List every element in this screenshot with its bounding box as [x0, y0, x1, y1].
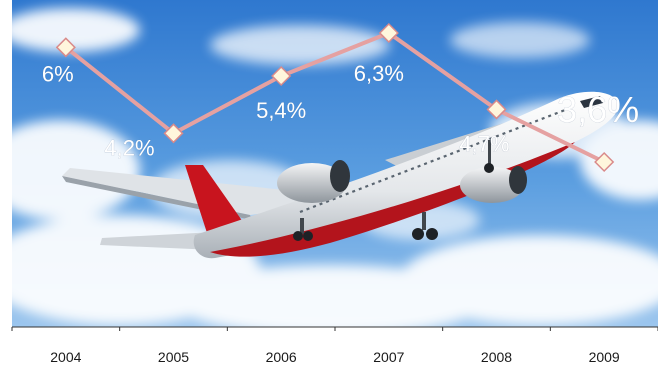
data-point-marker: [55, 37, 76, 58]
data-point-marker: [271, 65, 292, 87]
data-label: 5,4%: [256, 98, 306, 123]
series-line: [64, 31, 606, 164]
data-label: 6%: [42, 61, 74, 86]
data-label: 4,2%: [104, 135, 154, 160]
data-point-marker: [378, 22, 399, 44]
x-axis: 2004 2005 2006 2007 2008 2009: [11, 326, 658, 365]
x-tick-label: 2005: [158, 349, 189, 365]
data-label: 3,6%: [557, 89, 639, 130]
data-point-marker: [163, 123, 184, 144]
x-tick-label: 2009: [589, 349, 620, 365]
series-line-group: 6% 4,2% 5,4% 6,3% 4,7% 3,6%: [42, 22, 639, 173]
airplane-illustration: [62, 91, 619, 259]
data-point-marker: [486, 99, 507, 120]
data-label: 6,3%: [354, 61, 404, 86]
x-tick-label: 2006: [266, 349, 297, 365]
data-point-marker: [594, 151, 615, 173]
x-tick-label: 2004: [50, 349, 81, 365]
x-tick-label: 2007: [373, 349, 404, 365]
data-label: 4,7%: [459, 131, 509, 156]
x-tick-label: 2008: [481, 349, 512, 365]
